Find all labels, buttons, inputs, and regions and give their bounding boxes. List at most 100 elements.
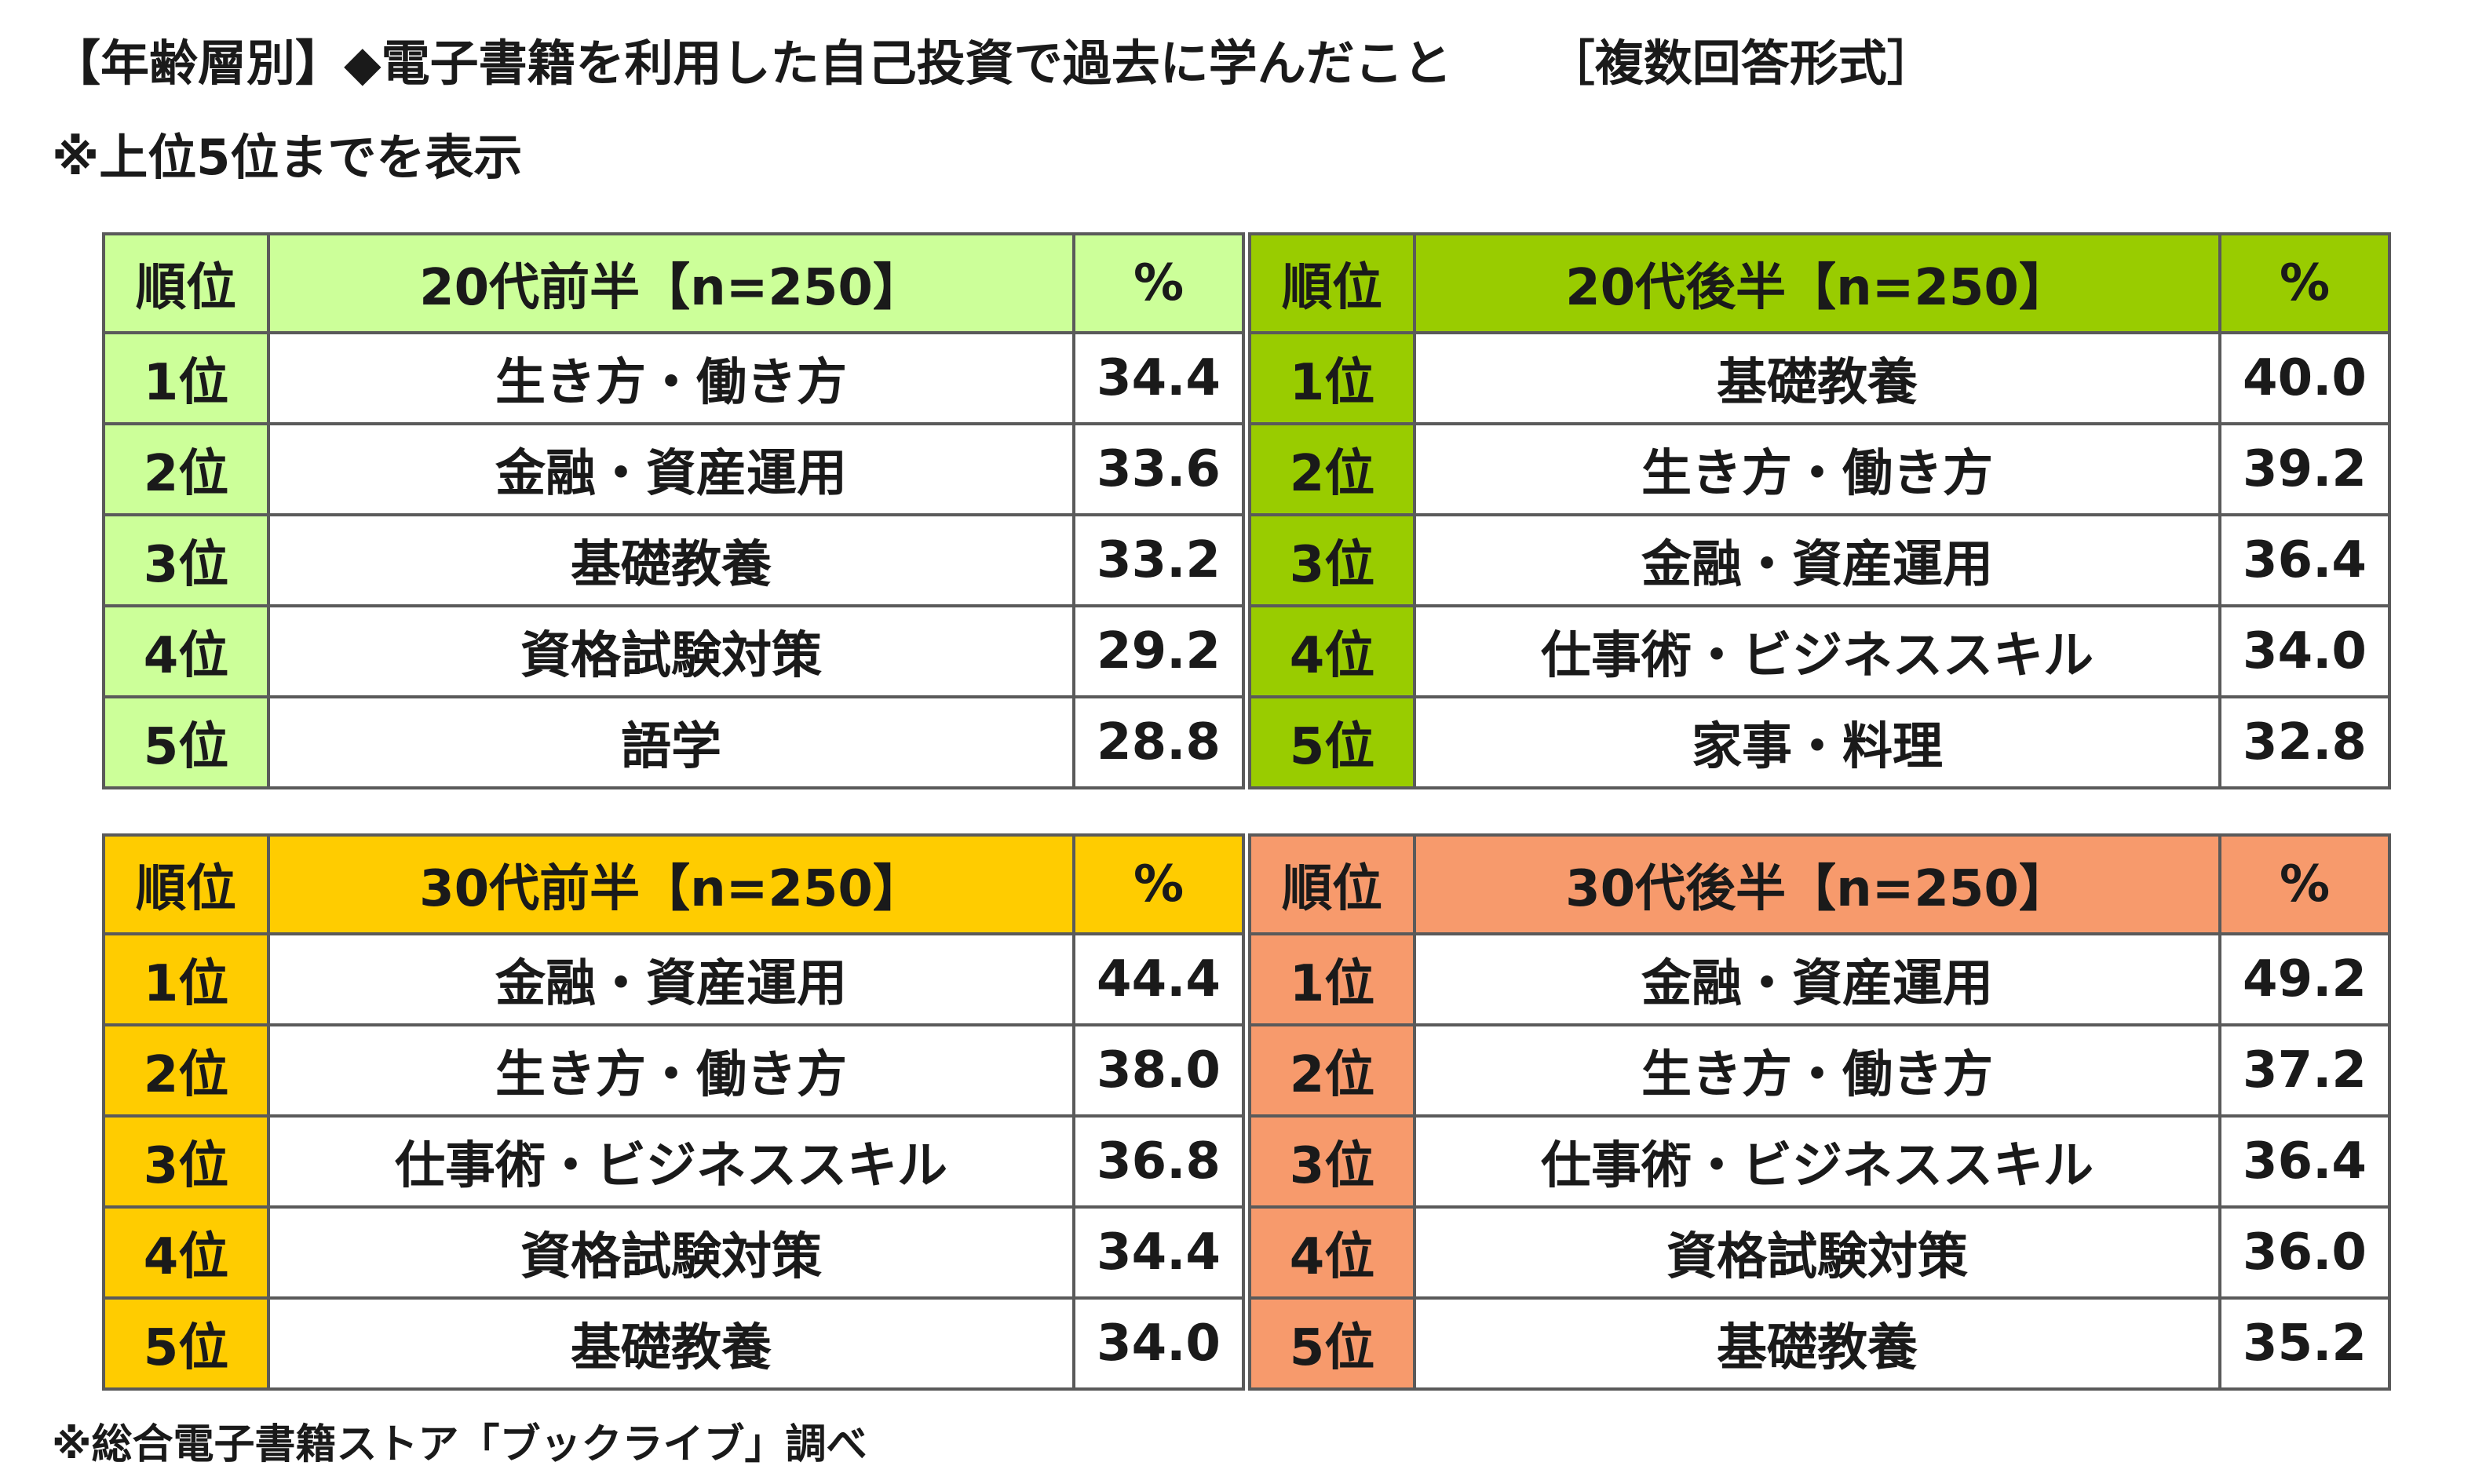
table-header-row: 順位 30代前半【n=250】 % (102, 833, 1245, 935)
header-group: 20代後半【n=250】 (1413, 232, 2221, 334)
table-row: 2位 生き方・働き方 38.0 (102, 1023, 1245, 1118)
table-row: 1位 生き方・働き方 34.4 (102, 331, 1245, 425)
rank-label: 4位 (1248, 604, 1416, 698)
table-row: 5位 基礎教養 35.2 (1248, 1296, 2391, 1391)
table-row: 3位 仕事術・ビジネススキル 36.4 (1248, 1114, 2391, 1209)
topic-label: 資格試験対策 (1413, 1205, 2221, 1300)
source-note: ※総合電子書籍ストア「ブックライブ」調べ (52, 1421, 867, 1468)
percent-value: 33.6 (1072, 422, 1245, 516)
table-row: 1位 金融・資産運用 49.2 (1248, 932, 2391, 1026)
table-row: 4位 資格試験対策 29.2 (102, 604, 1245, 698)
topic-label: 金融・資産運用 (267, 932, 1075, 1026)
percent-value: 34.4 (1072, 331, 1245, 425)
page-subtitle: ※上位5位までを表示 (52, 129, 523, 186)
rank-label: 2位 (102, 1023, 270, 1118)
header-rank: 順位 (1248, 232, 1416, 334)
header-rank: 順位 (102, 232, 270, 334)
percent-value: 35.2 (2218, 1296, 2391, 1391)
page-title-main: 【年齢層別】◆電子書籍を利用した自己投資で過去に学んだこと (52, 35, 1452, 92)
topic-label: 生き方・働き方 (1413, 1023, 2221, 1118)
table-row: 1位 基礎教養 40.0 (1248, 331, 2391, 425)
rank-label: 3位 (1248, 513, 1416, 607)
topic-label: 金融・資産運用 (1413, 513, 2221, 607)
table-row: 1位 金融・資産運用 44.4 (102, 932, 1245, 1026)
percent-value: 37.2 (2218, 1023, 2391, 1118)
percent-value: 34.4 (1072, 1205, 1245, 1300)
topic-label: 基礎教養 (267, 513, 1075, 607)
rank-label: 2位 (1248, 1023, 1416, 1118)
rank-label: 1位 (1248, 331, 1416, 425)
rank-label: 3位 (102, 1114, 270, 1209)
rank-label: 1位 (1248, 932, 1416, 1026)
ranking-table-early-30s: 順位 30代前半【n=250】 % 1位 金融・資産運用 44.4 2位 生き方… (102, 833, 1245, 1391)
topic-label: 金融・資産運用 (267, 422, 1075, 516)
header-group: 20代前半【n=250】 (267, 232, 1075, 334)
ranking-table-late-20s: 順位 20代後半【n=250】 % 1位 基礎教養 40.0 2位 生き方・働き… (1248, 232, 2391, 789)
topic-label: 語学 (267, 695, 1075, 789)
table-row: 3位 金融・資産運用 36.4 (1248, 513, 2391, 607)
ranking-table-early-20s: 順位 20代前半【n=250】 % 1位 生き方・働き方 34.4 2位 金融・… (102, 232, 1245, 789)
topic-label: 家事・料理 (1413, 695, 2221, 789)
rank-label: 5位 (102, 695, 270, 789)
header-percent: % (1072, 833, 1245, 935)
topic-label: 基礎教養 (1413, 1296, 2221, 1391)
rank-label: 3位 (102, 513, 270, 607)
percent-value: 33.2 (1072, 513, 1245, 607)
table-row: 4位 資格試験対策 36.0 (1248, 1205, 2391, 1300)
table-row: 4位 仕事術・ビジネススキル 34.0 (1248, 604, 2391, 698)
topic-label: 仕事術・ビジネススキル (267, 1114, 1075, 1209)
percent-value: 28.8 (1072, 695, 1245, 789)
topic-label: 金融・資産運用 (1413, 932, 2221, 1026)
topic-label: 生き方・働き方 (267, 331, 1075, 425)
page-title: 【年齢層別】◆電子書籍を利用した自己投資で過去に学んだこと ［複数回答形式］ (52, 28, 1936, 99)
topic-label: 生き方・働き方 (267, 1023, 1075, 1118)
table-row: 2位 生き方・働き方 39.2 (1248, 422, 2391, 516)
percent-value: 38.0 (1072, 1023, 1245, 1118)
header-percent: % (2218, 833, 2391, 935)
rank-label: 4位 (1248, 1205, 1416, 1300)
topic-label: 基礎教養 (267, 1296, 1075, 1391)
header-rank: 順位 (1248, 833, 1416, 935)
table-row: 4位 資格試験対策 34.4 (102, 1205, 1245, 1300)
rank-label: 4位 (102, 1205, 270, 1300)
percent-value: 29.2 (1072, 604, 1245, 698)
header-percent: % (2218, 232, 2391, 334)
header-percent: % (1072, 232, 1245, 334)
percent-value: 34.0 (1072, 1296, 1245, 1391)
percent-value: 36.0 (2218, 1205, 2391, 1300)
percent-value: 34.0 (2218, 604, 2391, 698)
answer-format-label: ［複数回答形式］ (1546, 35, 1936, 92)
table-header-row: 順位 30代後半【n=250】 % (1248, 833, 2391, 935)
header-group: 30代後半【n=250】 (1413, 833, 2221, 935)
percent-value: 49.2 (2218, 932, 2391, 1026)
table-row: 3位 基礎教養 33.2 (102, 513, 1245, 607)
rank-label: 5位 (1248, 1296, 1416, 1391)
topic-label: 資格試験対策 (267, 1205, 1075, 1300)
rank-label: 5位 (102, 1296, 270, 1391)
percent-value: 40.0 (2218, 331, 2391, 425)
table-header-row: 順位 20代後半【n=250】 % (1248, 232, 2391, 334)
percent-value: 36.4 (2218, 513, 2391, 607)
topic-label: 仕事術・ビジネススキル (1413, 1114, 2221, 1209)
header-group: 30代前半【n=250】 (267, 833, 1075, 935)
percent-value: 36.8 (1072, 1114, 1245, 1209)
rank-label: 2位 (1248, 422, 1416, 516)
topic-label: 生き方・働き方 (1413, 422, 2221, 516)
table-row: 3位 仕事術・ビジネススキル 36.8 (102, 1114, 1245, 1209)
table-row: 2位 金融・資産運用 33.6 (102, 422, 1245, 516)
table-row: 5位 基礎教養 34.0 (102, 1296, 1245, 1391)
rank-label: 3位 (1248, 1114, 1416, 1209)
table-header-row: 順位 20代前半【n=250】 % (102, 232, 1245, 334)
percent-value: 44.4 (1072, 932, 1245, 1026)
ranking-table-late-30s: 順位 30代後半【n=250】 % 1位 金融・資産運用 49.2 2位 生き方… (1248, 833, 2391, 1391)
rank-label: 1位 (102, 331, 270, 425)
topic-label: 基礎教養 (1413, 331, 2221, 425)
table-row: 2位 生き方・働き方 37.2 (1248, 1023, 2391, 1118)
rank-label: 5位 (1248, 695, 1416, 789)
topic-label: 資格試験対策 (267, 604, 1075, 698)
table-row: 5位 語学 28.8 (102, 695, 1245, 789)
table-row: 5位 家事・料理 32.8 (1248, 695, 2391, 789)
rank-label: 2位 (102, 422, 270, 516)
rank-label: 1位 (102, 932, 270, 1026)
rank-label: 4位 (102, 604, 270, 698)
